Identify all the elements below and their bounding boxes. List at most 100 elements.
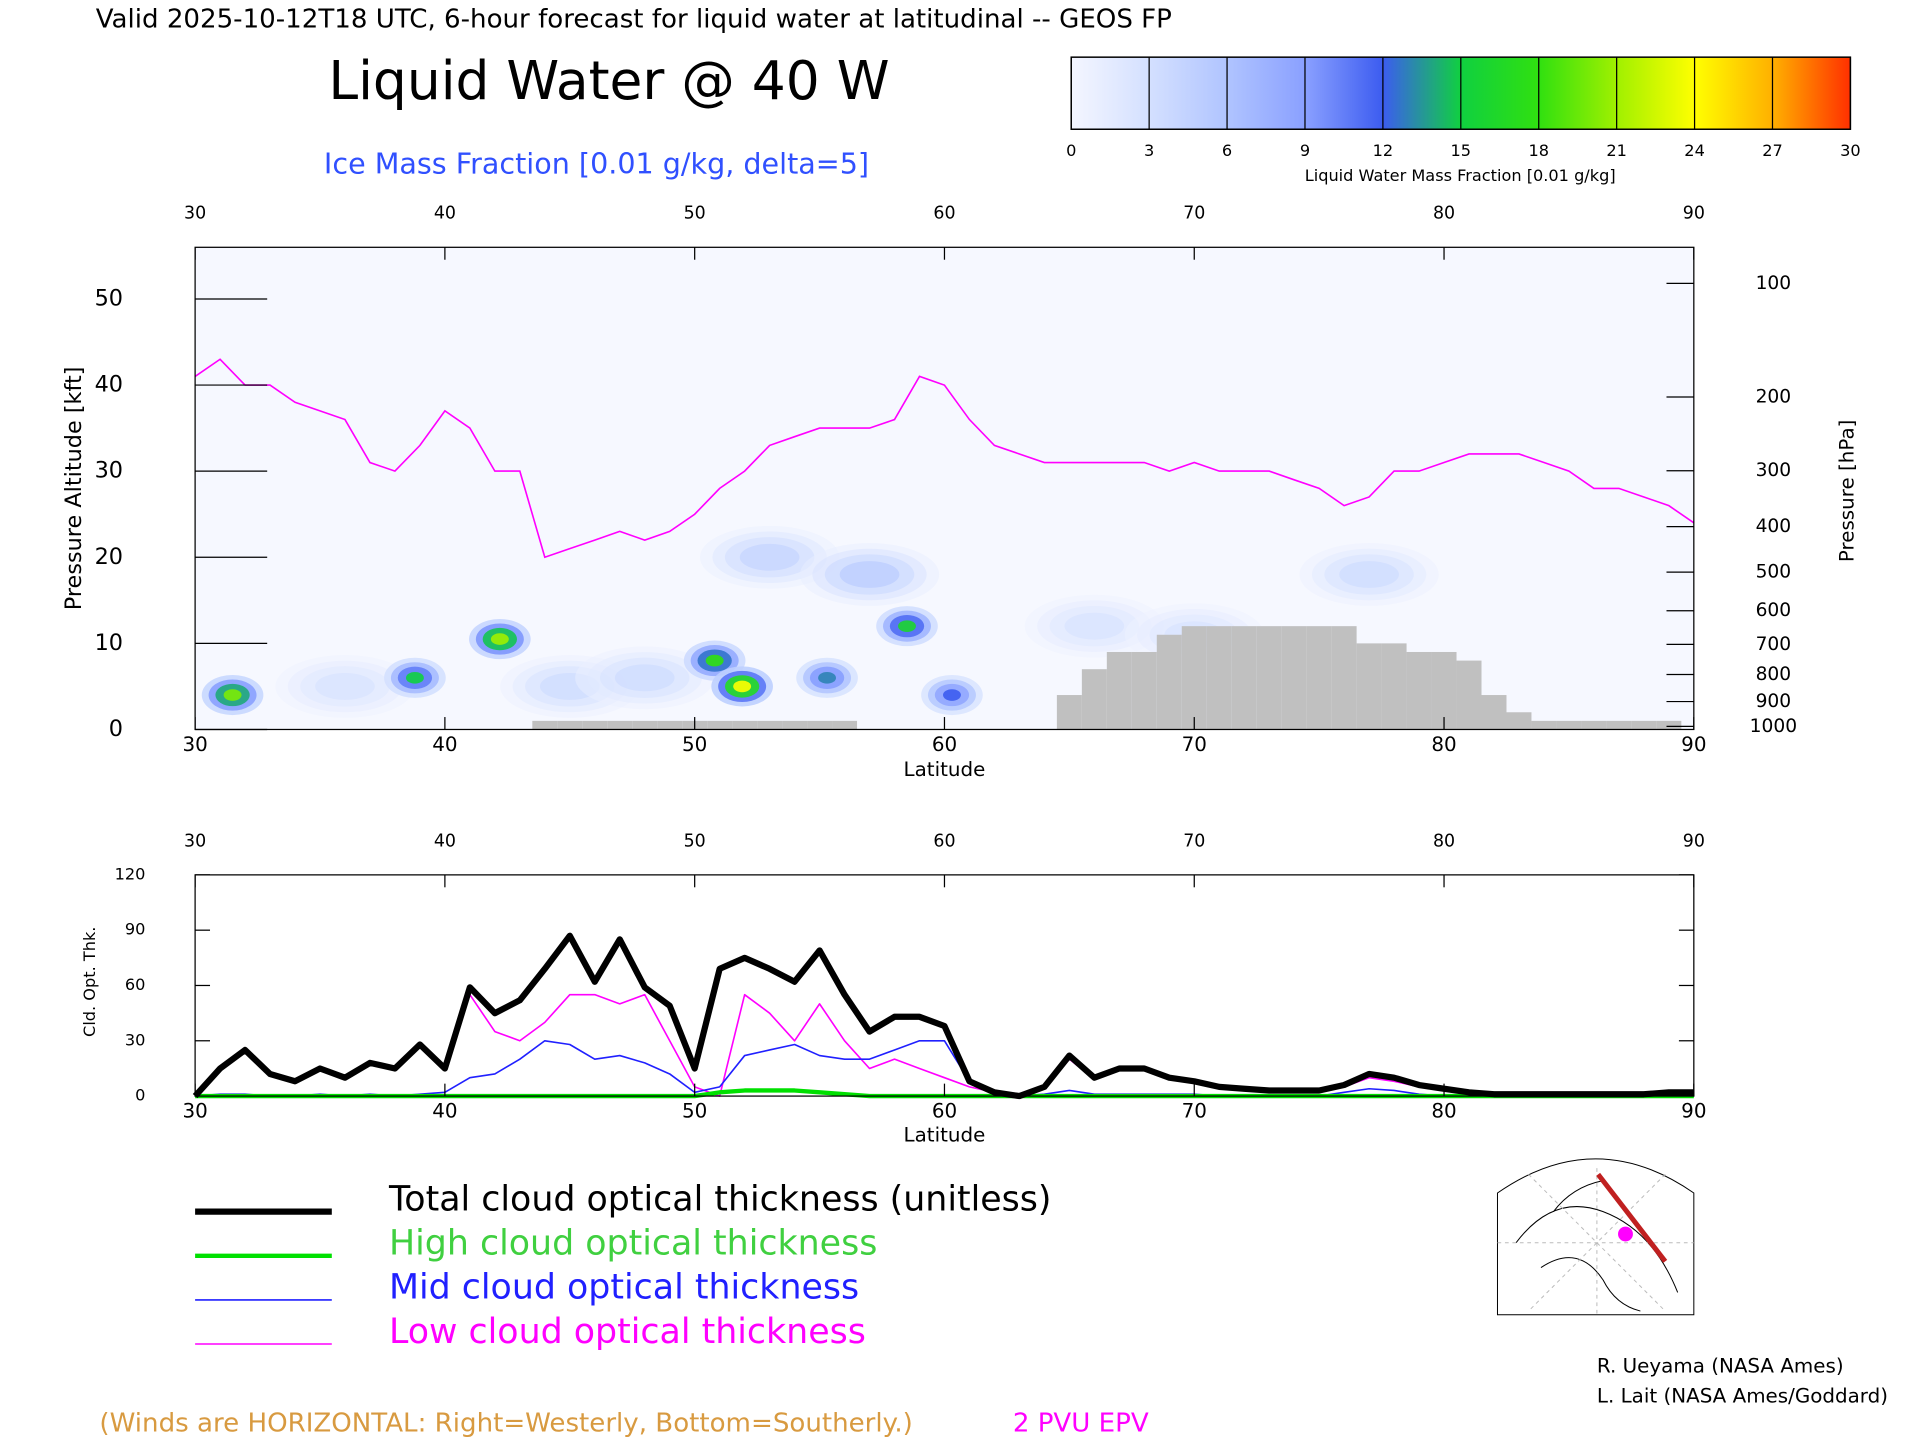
x-tick-label: 60 bbox=[932, 733, 957, 756]
liquid-water bbox=[943, 689, 961, 701]
x-tick-label-top: 70 bbox=[1183, 831, 1205, 851]
terrain bbox=[1131, 651, 1157, 730]
terrain bbox=[1281, 626, 1307, 730]
terrain bbox=[1581, 720, 1607, 730]
x-tick-label-top: 80 bbox=[1433, 204, 1455, 224]
terrain bbox=[1056, 695, 1082, 730]
y2-tick-label: 500 bbox=[1756, 562, 1792, 583]
location-dot bbox=[1618, 1226, 1633, 1242]
colorbar-segment bbox=[1304, 57, 1383, 130]
terrain bbox=[1456, 660, 1482, 730]
terrain bbox=[1431, 651, 1457, 730]
terrain bbox=[1556, 720, 1582, 730]
x-tick-label: 80 bbox=[1431, 1100, 1456, 1123]
terrain bbox=[757, 720, 783, 730]
liquid-water bbox=[315, 673, 375, 700]
y-tick-label: 90 bbox=[125, 920, 146, 939]
colorbar-tick-label: 15 bbox=[1451, 141, 1472, 160]
x-tick-label: 40 bbox=[432, 733, 457, 756]
colorbar-segment bbox=[1149, 57, 1228, 130]
y2-tick-label: 900 bbox=[1756, 691, 1792, 712]
terrain bbox=[1506, 712, 1532, 730]
winds-note: (Winds are HORIZONTAL: Right=Westerly, B… bbox=[99, 1409, 912, 1439]
legend-label: Total cloud optical thickness (unitless) bbox=[388, 1179, 1052, 1219]
x-tick-label-top: 40 bbox=[434, 831, 456, 851]
terrain bbox=[1106, 651, 1132, 730]
x-tick-label-top: 90 bbox=[1683, 204, 1705, 224]
colorbar-label: Liquid Water Mass Fraction [0.01 g/kg] bbox=[1305, 166, 1616, 185]
map-grid bbox=[1497, 1168, 1694, 1315]
y2-axis-label: Pressure [hPa] bbox=[1835, 420, 1858, 563]
x-tick-label-top: 50 bbox=[684, 204, 706, 224]
y-tick-label: 0 bbox=[109, 716, 123, 742]
liquid-water bbox=[818, 671, 837, 684]
colorbar-segment bbox=[1772, 57, 1851, 130]
terrain bbox=[1181, 626, 1207, 730]
y-tick-label: 60 bbox=[125, 975, 146, 994]
x-tick-label-top: 70 bbox=[1183, 204, 1205, 224]
liquid-water bbox=[1339, 561, 1399, 588]
terrain bbox=[1156, 634, 1182, 730]
x-tick-label-top: 60 bbox=[933, 204, 955, 224]
liquid-water bbox=[733, 680, 752, 693]
y2-tick-label: 600 bbox=[1756, 600, 1792, 621]
credit: L. Lait (NASA Ames/Goddard) bbox=[1597, 1384, 1888, 1407]
x-tick-label: 50 bbox=[682, 1100, 707, 1123]
colorbar-segment bbox=[1538, 57, 1617, 130]
terrain bbox=[1331, 626, 1357, 730]
terrain bbox=[707, 720, 733, 730]
colorbar-tick-label: 24 bbox=[1684, 141, 1705, 160]
y-tick-label: 30 bbox=[125, 1030, 146, 1049]
y2-tick-label: 400 bbox=[1756, 516, 1792, 537]
terrain bbox=[532, 720, 558, 730]
x-tick-label: 30 bbox=[182, 1100, 207, 1123]
subtitle: Ice Mass Fraction [0.01 g/kg, delta=5] bbox=[324, 146, 869, 180]
y-tick-label: 0 bbox=[135, 1086, 145, 1105]
terrain bbox=[632, 720, 658, 730]
liquid-water bbox=[405, 671, 424, 684]
y-tick-label: 120 bbox=[115, 864, 146, 883]
map-inset bbox=[1496, 1158, 1695, 1316]
colorbar-tick-label: 21 bbox=[1606, 141, 1627, 160]
terrain bbox=[1206, 626, 1232, 730]
terrain bbox=[557, 720, 583, 730]
x-tick-label-top: 50 bbox=[684, 831, 706, 851]
x-tick-label: 40 bbox=[432, 1100, 457, 1123]
terrain bbox=[1081, 669, 1107, 730]
y2-tick-label: 100 bbox=[1756, 273, 1792, 294]
x-tick-label-top: 30 bbox=[184, 831, 206, 851]
legend-label: Mid cloud optical thickness bbox=[389, 1268, 859, 1308]
colorbar-tick-label: 6 bbox=[1222, 141, 1232, 160]
colorbar-segment bbox=[1227, 57, 1305, 130]
terrain bbox=[807, 720, 833, 730]
terrain bbox=[732, 720, 758, 730]
legend-label: Low cloud optical thickness bbox=[389, 1312, 866, 1352]
y2-tick-label: 800 bbox=[1756, 664, 1792, 685]
colorbar-tick-label: 9 bbox=[1300, 141, 1310, 160]
x-tick-label: 70 bbox=[1182, 733, 1207, 756]
terrain bbox=[782, 720, 808, 730]
x-tick-label: 80 bbox=[1431, 733, 1456, 756]
terrain bbox=[657, 720, 683, 730]
colorbar-tick-label: 12 bbox=[1373, 141, 1394, 160]
y-tick-label: 40 bbox=[95, 372, 123, 398]
x-tick-label-top: 30 bbox=[184, 204, 206, 224]
colorbar-segment bbox=[1694, 57, 1773, 130]
liquid-water bbox=[739, 543, 800, 571]
terrain bbox=[582, 720, 608, 730]
y-axis-label: Cld. Opt. Thk. bbox=[80, 927, 99, 1037]
terrain bbox=[1531, 720, 1557, 730]
liquid-water bbox=[490, 633, 509, 645]
y-tick-label: 10 bbox=[95, 630, 123, 656]
x-tick-label-top: 40 bbox=[434, 204, 456, 224]
x-axis-label: Latitude bbox=[904, 758, 986, 781]
terrain bbox=[1256, 626, 1282, 730]
liquid-water bbox=[705, 654, 724, 667]
y2-tick-label: 1000 bbox=[1750, 716, 1797, 737]
terrain bbox=[1406, 651, 1432, 730]
x-tick-label-top: 90 bbox=[1683, 831, 1705, 851]
credit: R. Ueyama (NASA Ames) bbox=[1597, 1354, 1844, 1377]
terrain bbox=[1481, 695, 1507, 730]
x-tick-label: 70 bbox=[1182, 1100, 1207, 1123]
y2-tick-label: 200 bbox=[1756, 386, 1792, 407]
